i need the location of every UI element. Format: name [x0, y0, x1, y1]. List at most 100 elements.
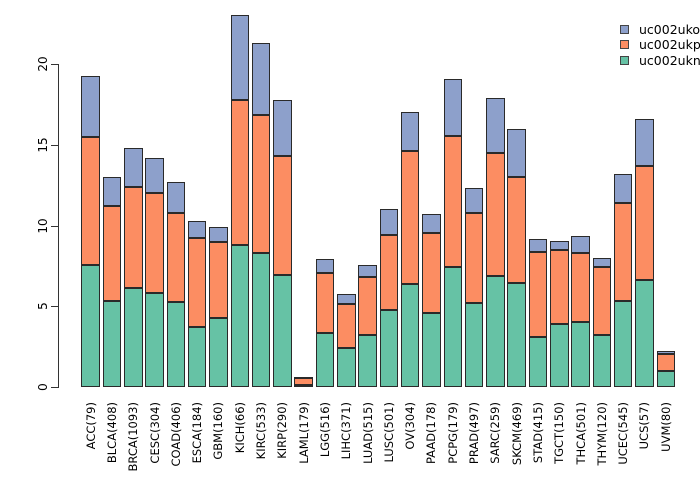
x-tick-label: PRAD(497) [467, 402, 482, 465]
x-tick-label: KIRP(290) [275, 402, 290, 459]
bar-segment-uc002uko [422, 214, 441, 233]
bar-segment-uc002uko [550, 240, 569, 250]
bar-segment-uc002ukn [571, 322, 590, 387]
x-tick-label: UCEC(545) [616, 402, 631, 465]
legend-label: uc002ukp [639, 37, 700, 53]
bar-segment-uc002ukp [400, 151, 420, 284]
bar-segment-uc002ukn [422, 312, 441, 387]
legend-label: uc002ukn [639, 52, 700, 68]
x-tick-label: BRCA(1093) [126, 402, 141, 472]
x-tick-label: OV(304) [403, 402, 418, 450]
bar-segment-uc002ukp [273, 156, 292, 275]
bar-segment-uc002ukn [400, 283, 420, 387]
bar-segment-uc002ukp [166, 212, 186, 303]
x-tick-label: THYM(120) [594, 402, 609, 466]
bar-segment-uc002ukp [251, 114, 271, 253]
bar-segment-uc002ukp [358, 277, 377, 335]
bar-segment-uc002ukp [187, 237, 207, 328]
bar-segment-uc002ukp [102, 206, 122, 301]
bar-segment-uc002ukn [209, 317, 228, 387]
x-tick-label: LUAD(515) [360, 402, 375, 464]
bar-segment-uc002ukn [294, 384, 313, 387]
y-axis-tick [51, 225, 58, 227]
bar-segment-uc002ukp [124, 186, 143, 288]
bar-segment-uc002uko [400, 111, 420, 152]
legend-label: uc002uko [639, 22, 700, 38]
bar-segment-uc002ukp [464, 213, 484, 303]
y-axis-tick [51, 144, 58, 146]
x-tick-label: TGCT(150) [552, 402, 567, 464]
bar-segment-uc002uko [187, 220, 207, 238]
bar-segment-uc002ukn [166, 302, 186, 387]
x-tick-label: LUSC(501) [381, 402, 396, 463]
bar-segment-uc002ukn [102, 300, 122, 387]
bar-segment-uc002uko [251, 43, 271, 115]
x-tick-label: LIHC(371) [339, 402, 354, 460]
y-tick-label: 15 [36, 137, 50, 153]
bar-segment-uc002ukn [379, 310, 399, 387]
bar-segment-uc002ukp [592, 267, 612, 336]
bar-segment-uc002ukp [337, 303, 356, 349]
y-tick-label: 5 [36, 302, 50, 311]
bar-segment-uc002ukn [550, 324, 569, 387]
x-tick-label: STAD(415) [530, 402, 545, 464]
bar-segment-uc002ukn [528, 336, 548, 387]
bar-segment-uc002uko [166, 181, 186, 213]
bar-segment-uc002ukp [294, 378, 313, 385]
bar-segment-uc002ukp [379, 235, 399, 311]
bar-segment-uc002ukn [124, 287, 143, 387]
x-tick-label: GBM(160) [211, 402, 226, 460]
bar-segment-uc002ukp [81, 137, 100, 266]
x-tick-label: PAAD(178) [424, 402, 439, 465]
bar-segment-uc002ukp [613, 202, 633, 302]
x-tick-label: SKCM(469) [509, 402, 524, 466]
bar-segment-uc002uko [209, 227, 228, 243]
x-tick-label: UCS(57) [637, 402, 652, 450]
bar-segment-uc002ukn [656, 370, 675, 387]
bar-segment-uc002uko [337, 294, 356, 304]
bar-segment-uc002uko [464, 187, 484, 214]
bar-segment-uc002uko [486, 97, 505, 153]
bar-segment-uc002uko [102, 177, 122, 207]
bar-segment-uc002uko [230, 14, 249, 101]
x-tick-label: LGG(516) [317, 402, 332, 458]
x-tick-label: CESC(304) [147, 402, 162, 464]
x-tick-label: ESCA(184) [190, 402, 205, 464]
bar-segment-uc002ukp [571, 252, 590, 323]
x-tick-label: LAML(179) [296, 402, 311, 464]
legend-item: uc002ukp [620, 37, 700, 52]
x-tick-label: SARC(259) [488, 402, 503, 464]
bar-segment-uc002uko [507, 128, 526, 178]
bar-segment-uc002uko [613, 173, 633, 203]
bar-segment-uc002ukp [486, 152, 505, 276]
bar-segment-uc002ukn [81, 265, 100, 387]
bar-segment-uc002ukp [422, 232, 441, 313]
y-axis-tick [51, 306, 58, 308]
bar-segment-uc002uko [571, 235, 590, 253]
bar-segment-uc002ukn [592, 335, 612, 387]
bar-segment-uc002ukn [230, 244, 249, 387]
y-axis-line [58, 64, 59, 388]
bar-segment-uc002uko [592, 257, 612, 268]
legend-item: uc002ukn [620, 53, 700, 68]
legend-swatch-uc002ukn [620, 55, 629, 65]
bar-segment-uc002ukp [656, 353, 675, 371]
bar-segment-uc002uko [124, 147, 143, 187]
bar-segment-uc002ukn [464, 303, 484, 387]
legend-item: uc002uko [620, 22, 700, 37]
bar-segment-uc002ukp [635, 165, 654, 281]
bar-segment-uc002uko [273, 100, 292, 157]
bar-segment-uc002ukp [550, 249, 569, 324]
bar-segment-uc002ukn [337, 348, 356, 387]
bar-segment-uc002ukp [230, 100, 249, 245]
bar-segment-uc002ukp [528, 252, 548, 337]
x-tick-label: KICH(66) [232, 402, 247, 454]
legend: uc002uko uc002ukp uc002ukn [620, 22, 700, 68]
bar-segment-uc002uko [315, 258, 335, 274]
bar-segment-uc002ukp [507, 177, 526, 283]
bar-segment-uc002ukn [145, 292, 164, 387]
x-tick-label: ACC(79) [83, 402, 98, 450]
x-tick-label: BLCA(408) [104, 402, 119, 464]
bar-segment-uc002ukn [507, 282, 526, 387]
x-tick-label: THCA(501) [573, 402, 588, 465]
